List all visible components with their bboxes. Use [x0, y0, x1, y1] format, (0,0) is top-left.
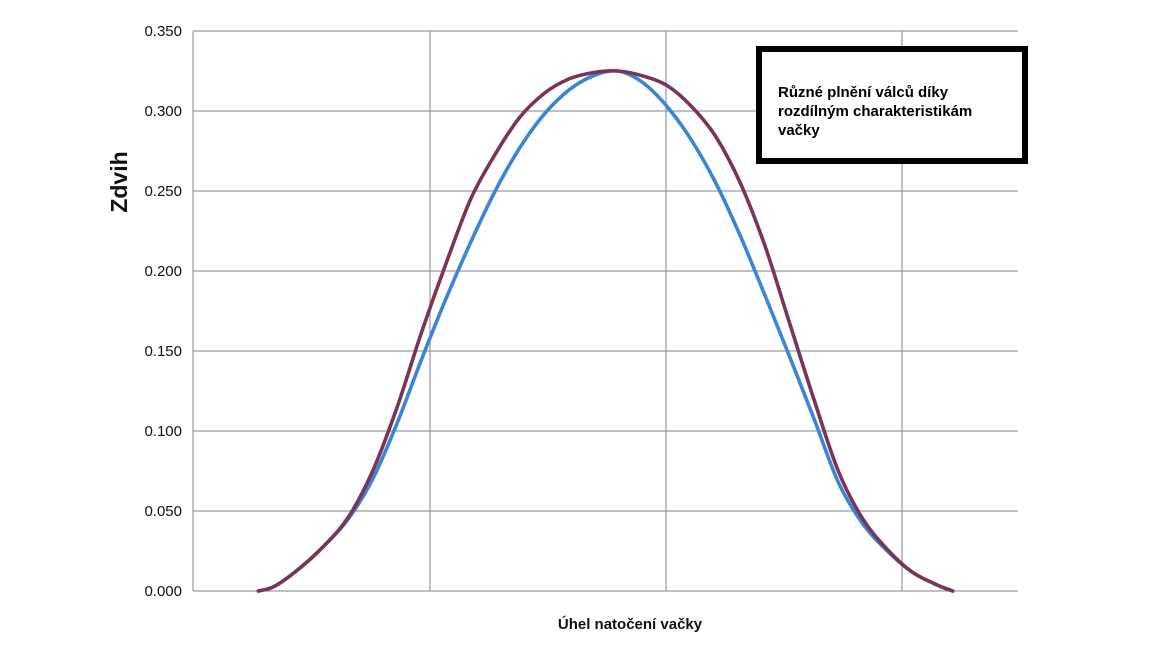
- y-tick-label: 0.250: [144, 183, 182, 200]
- y-tick-label: 0.050: [144, 503, 182, 520]
- series-line-purple: [256, 69, 955, 593]
- y-tick-label: 0.200: [144, 263, 182, 280]
- y-tick-label: 0.350: [144, 23, 182, 40]
- x-axis-label: Úhel natočení vačky: [558, 615, 703, 633]
- y-tick-label: 0.000: [144, 583, 182, 600]
- series-lines: [256, 68, 955, 593]
- y-axis-label: Zdvih: [106, 151, 132, 212]
- annotation-text: Různé plnění válců díky rozdílným charak…: [778, 84, 973, 139]
- y-tick-label: 0.100: [144, 423, 182, 440]
- y-tick-label: 0.150: [144, 343, 182, 360]
- y-tick-labels: 0.000 0.050 0.100 0.150 0.200 0.250 0.300 0.350: [144, 23, 182, 600]
- annotation-box: Různé plnění válců díky rozdílným charak…: [756, 46, 1028, 164]
- y-tick-label: 0.300: [144, 103, 182, 120]
